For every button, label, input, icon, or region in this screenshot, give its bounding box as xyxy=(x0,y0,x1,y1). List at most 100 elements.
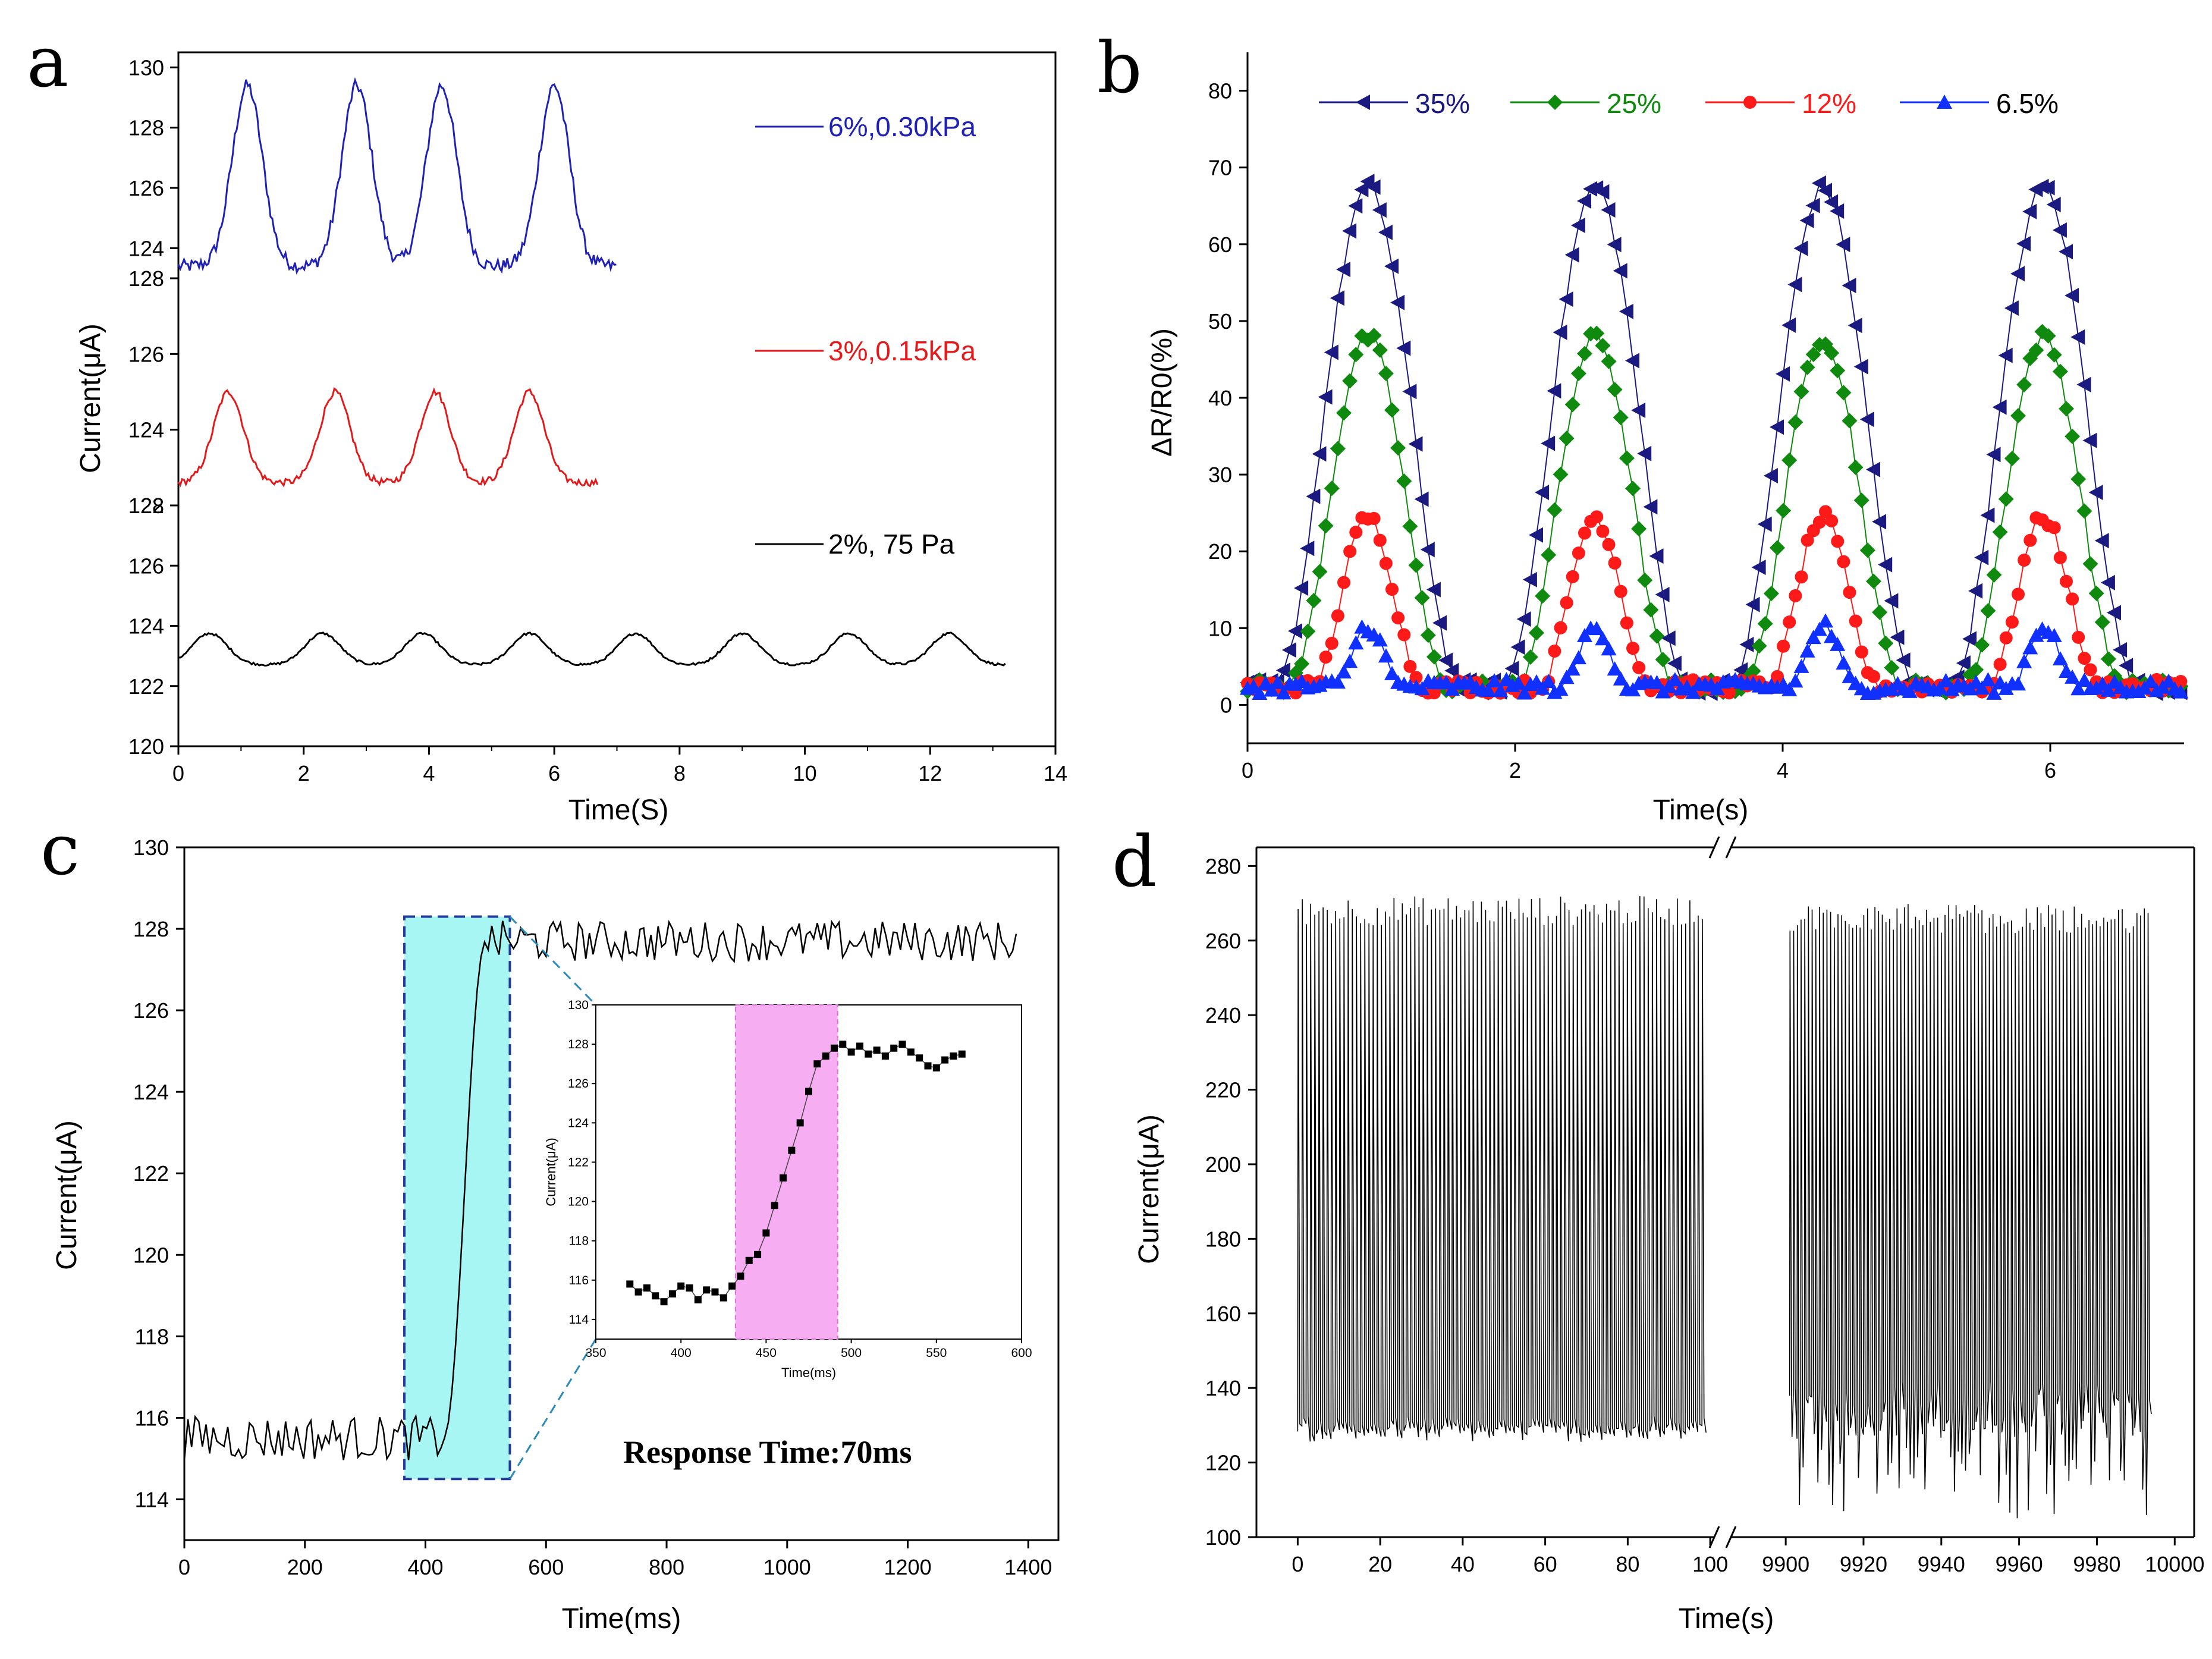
x-tick-label: 10 xyxy=(793,761,817,785)
highlight-region xyxy=(403,915,511,1481)
data-marker xyxy=(1577,193,1591,209)
data-marker xyxy=(1397,628,1411,642)
data-marker xyxy=(1824,345,1840,361)
data-marker xyxy=(1553,681,1569,696)
inset-y-tick-label: 128 xyxy=(568,1038,589,1051)
data-marker xyxy=(1763,468,1778,483)
data-marker xyxy=(1601,353,1617,369)
data-marker xyxy=(1504,661,1519,677)
data-marker xyxy=(1723,686,1736,700)
data-marker xyxy=(2065,669,2081,684)
data-marker xyxy=(1842,278,1856,294)
data-marker xyxy=(1414,590,1430,606)
data-marker xyxy=(1348,347,1364,363)
data-marker xyxy=(1745,663,1761,679)
data-marker xyxy=(1373,533,1387,547)
data-marker xyxy=(1787,673,1803,688)
x-tick-label: 60 xyxy=(1534,1552,1557,1576)
data-marker xyxy=(1783,615,1796,629)
data-marker xyxy=(1902,683,1918,698)
data-marker xyxy=(1324,344,1338,360)
series-line xyxy=(177,77,617,275)
x-tick-label: 1400 xyxy=(1004,1555,1052,1579)
y-tick-label: 126 xyxy=(128,342,164,366)
data-marker xyxy=(1330,290,1344,306)
inset-chart: 350 400 450 500 550 600 114 116 118 120 122 124 126 1… xyxy=(543,998,1032,1380)
data-marker xyxy=(1745,596,1760,612)
data-marker xyxy=(1384,665,1400,680)
data-marker xyxy=(1601,202,1616,218)
data-marker xyxy=(1811,175,1826,191)
axis-break-mark xyxy=(1725,1526,1737,1548)
inset-data-point xyxy=(737,1272,744,1280)
data-marker xyxy=(1812,516,1826,529)
data-marker xyxy=(2082,432,2097,448)
y-tick-label: 200 xyxy=(1205,1152,1241,1177)
data-marker xyxy=(1331,609,1344,623)
data-marker xyxy=(1264,682,1280,697)
data-marker xyxy=(1559,291,1573,307)
data-marker xyxy=(1998,347,2013,363)
y-tick-label: 128 xyxy=(128,494,164,518)
axis-break-mark xyxy=(1708,836,1720,859)
data-marker xyxy=(1408,557,1424,573)
data-marker xyxy=(1805,630,1821,645)
data-marker xyxy=(1342,373,1358,389)
data-marker xyxy=(1595,631,1611,646)
data-marker xyxy=(1884,659,1900,675)
inset-data-point xyxy=(660,1298,668,1306)
data-marker xyxy=(1378,224,1393,240)
x-tick-label: 40 xyxy=(1451,1552,1475,1576)
data-marker xyxy=(1487,673,1503,688)
y-tick-label: 128 xyxy=(128,266,164,291)
x-tick-label: 0 xyxy=(1242,758,1253,783)
data-marker xyxy=(1356,95,1370,110)
data-marker xyxy=(2052,363,2068,379)
inset-data-point xyxy=(950,1052,957,1060)
data-marker xyxy=(1403,659,1417,673)
data-marker xyxy=(2016,653,2032,668)
data-marker xyxy=(1613,263,1627,279)
data-marker xyxy=(1432,615,1447,631)
legend-label: 6%,0.30kPa xyxy=(828,111,976,142)
y-tick-label: 260 xyxy=(1205,929,1241,953)
inset-data-point xyxy=(668,1290,676,1297)
data-marker xyxy=(1614,585,1627,598)
data-marker xyxy=(1770,540,1785,556)
data-marker xyxy=(1739,636,1754,652)
data-marker xyxy=(1325,636,1338,650)
data-marker xyxy=(1275,662,1290,678)
data-marker xyxy=(2012,587,2025,601)
inset-data-point xyxy=(728,1282,736,1290)
data-marker xyxy=(2100,682,2116,697)
data-marker xyxy=(1613,671,1629,686)
x-tick-label: 600 xyxy=(528,1555,564,1579)
data-marker xyxy=(1830,636,1846,651)
inset-data-point xyxy=(719,1294,727,1302)
data-marker xyxy=(1522,571,1537,587)
data-marker xyxy=(2034,178,2049,194)
data-marker xyxy=(2024,533,2037,547)
inset-data-point xyxy=(754,1250,762,1258)
data-marker xyxy=(1847,318,1862,334)
data-marker xyxy=(1559,431,1575,447)
y-tick-label: 40 xyxy=(1208,386,1232,410)
data-marker xyxy=(1793,384,1809,400)
data-marker xyxy=(1414,491,1429,507)
data-marker xyxy=(1564,661,1581,676)
data-marker xyxy=(2088,485,2103,501)
y-axis-label: Current(μA) xyxy=(51,1120,83,1270)
y-tick-label: 280 xyxy=(1205,854,1241,878)
data-marker xyxy=(1843,586,1856,599)
data-marker xyxy=(1570,650,1586,665)
x-tick-label: 80 xyxy=(1616,1552,1639,1576)
data-marker xyxy=(1842,668,1858,683)
data-marker xyxy=(1354,181,1369,197)
data-marker xyxy=(1793,658,1809,673)
x-tick-label: 0 xyxy=(178,1555,190,1579)
data-marker xyxy=(2065,288,2079,303)
data-marker xyxy=(1547,383,1561,399)
data-marker xyxy=(1378,366,1394,382)
data-marker xyxy=(1992,524,2008,540)
data-marker xyxy=(1319,651,1333,664)
